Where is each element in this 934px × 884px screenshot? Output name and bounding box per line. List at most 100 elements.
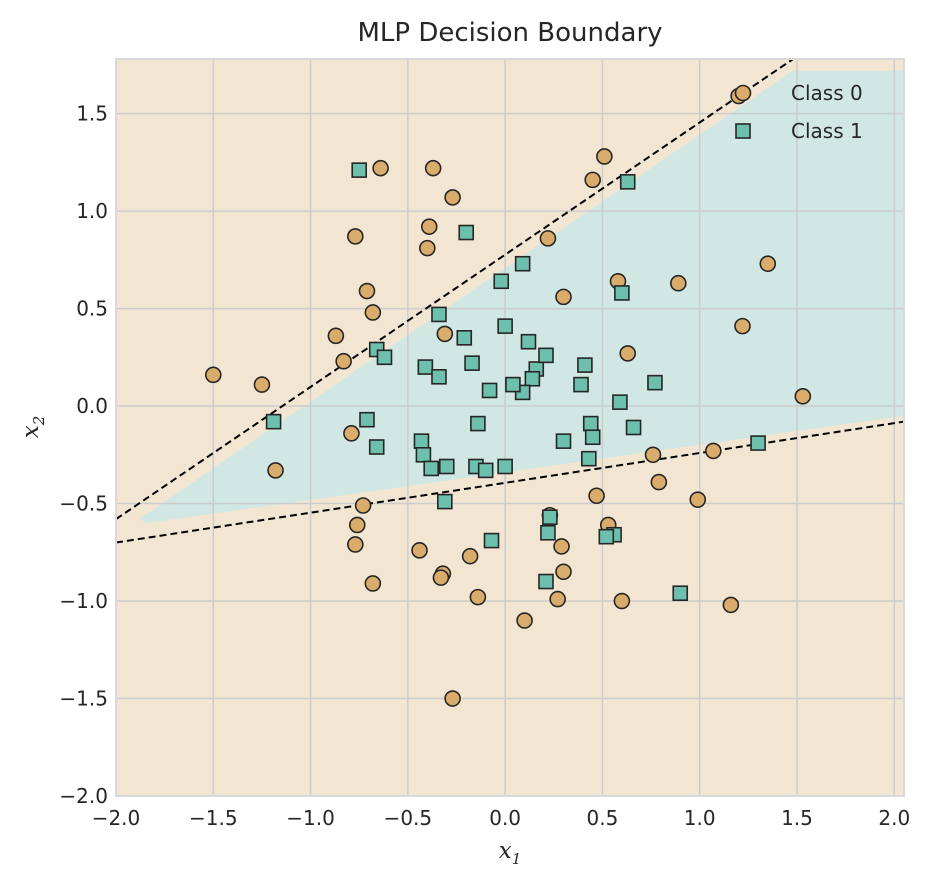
class-0-point <box>204 366 222 384</box>
class-1-point <box>540 524 556 541</box>
y-tick-label: −2.0 <box>59 784 108 808</box>
class-1-point <box>524 370 541 387</box>
class-1-point <box>470 415 486 432</box>
class-1-point <box>265 413 282 430</box>
class-1-point <box>505 376 521 393</box>
class-0-point <box>348 516 366 534</box>
x-tick-label: −2.0 <box>92 806 141 830</box>
class-1-point <box>437 493 453 510</box>
x-tick-label: 1.0 <box>684 806 716 830</box>
legend-label-class-0: Class 0 <box>791 81 863 105</box>
class-1-point <box>577 357 593 373</box>
class-0-point <box>722 596 740 614</box>
class-1-point <box>514 255 531 272</box>
class-0-point <box>549 590 566 608</box>
class-0-point <box>444 189 461 206</box>
class-0-point <box>419 239 436 257</box>
class-0-point <box>650 473 668 491</box>
plot-frame <box>115 58 905 797</box>
class-1-point <box>538 573 554 590</box>
class-0-point <box>539 230 557 247</box>
class-0-point <box>267 462 284 479</box>
class-1-point <box>438 458 455 475</box>
y-axis-label: x2 <box>18 416 48 439</box>
x-axis-label: x1 <box>499 838 522 868</box>
y-axis-ticks: −2.0 −1.5 −1.0 −0.5 0.0 0.5 1.0 1.5 <box>59 102 108 808</box>
class-1-point <box>580 450 597 467</box>
class-1-point <box>612 394 628 410</box>
class-0-point <box>613 592 631 610</box>
class-0-point <box>343 425 360 442</box>
class-0-point <box>411 542 428 559</box>
class-0-point <box>555 563 572 581</box>
x-tick-label: −1.5 <box>189 806 238 830</box>
class-0-point <box>347 536 364 553</box>
class-0-point <box>734 317 751 335</box>
class-1-point <box>598 528 615 545</box>
y-tick-label: 1.5 <box>76 102 108 126</box>
class-1-point <box>555 433 572 449</box>
y-tick-label: 0.0 <box>76 394 108 418</box>
class-0-point <box>644 446 662 464</box>
x-tick-label: 0.5 <box>587 806 619 830</box>
class-1-point <box>497 318 513 334</box>
class1-region <box>139 70 904 523</box>
class-1-point <box>614 285 630 301</box>
class-1-point <box>431 306 447 323</box>
grid <box>116 59 904 796</box>
class-1-point <box>359 411 375 428</box>
class-0-point <box>335 352 352 370</box>
class-0-point <box>347 228 364 245</box>
class-0-point <box>759 255 777 273</box>
class-1-point <box>483 532 500 549</box>
class-0-point <box>596 148 613 165</box>
legend-label-class-1: Class 1 <box>791 119 863 143</box>
class-1-point <box>415 446 432 463</box>
class-0-point <box>354 497 372 514</box>
y-tick-label: 0.5 <box>76 297 108 321</box>
class-1-point <box>456 330 473 346</box>
class-1-point <box>376 349 393 366</box>
class-0-point <box>432 569 450 586</box>
class-1-point <box>538 347 554 364</box>
x-tick-label: −1.0 <box>286 806 335 830</box>
legend-marker-class-1 <box>735 123 751 139</box>
x-axis-ticks: −2.0 −1.5 −1.0 −0.5 0.0 0.5 1.0 1.5 2.0 <box>92 806 910 830</box>
y-tick-label: −0.5 <box>59 492 108 516</box>
data-points <box>204 87 812 707</box>
y-tick-label: −1.0 <box>59 589 108 613</box>
class-1-point <box>584 429 601 446</box>
class-1-point <box>464 355 480 371</box>
class-1-point <box>417 359 434 375</box>
x-tick-label: 0.0 <box>489 806 521 830</box>
class-0-point <box>555 288 572 306</box>
class-0-point <box>364 304 382 321</box>
class-1-point <box>647 374 663 391</box>
class-1-point <box>750 435 766 451</box>
class-0-point <box>420 218 438 235</box>
decision-boundary <box>116 59 904 544</box>
class-0-point <box>327 327 345 345</box>
class-0-point <box>469 588 487 606</box>
class-0-point <box>584 171 601 189</box>
x-tick-label: 1.5 <box>781 806 813 830</box>
y-tick-label: 1.0 <box>76 199 108 223</box>
class-1-point <box>477 462 494 479</box>
boundary-line-lower <box>116 420 904 544</box>
class-0-point <box>619 345 637 362</box>
class-1-point <box>672 585 689 602</box>
boundary-line-upper <box>116 59 794 520</box>
class-1-point <box>573 376 589 393</box>
class-1-point <box>493 273 510 290</box>
class-0-point <box>424 159 442 177</box>
class-1-point <box>542 509 558 525</box>
class-1-point <box>481 382 498 399</box>
chart-title: MLP Decision Boundary <box>357 18 662 48</box>
class-0-point <box>670 274 687 292</box>
class-1-point <box>431 369 447 385</box>
class-0-point <box>364 575 382 592</box>
class-0-point <box>516 612 533 629</box>
class-0-point <box>444 690 461 707</box>
plot-area <box>116 59 904 796</box>
